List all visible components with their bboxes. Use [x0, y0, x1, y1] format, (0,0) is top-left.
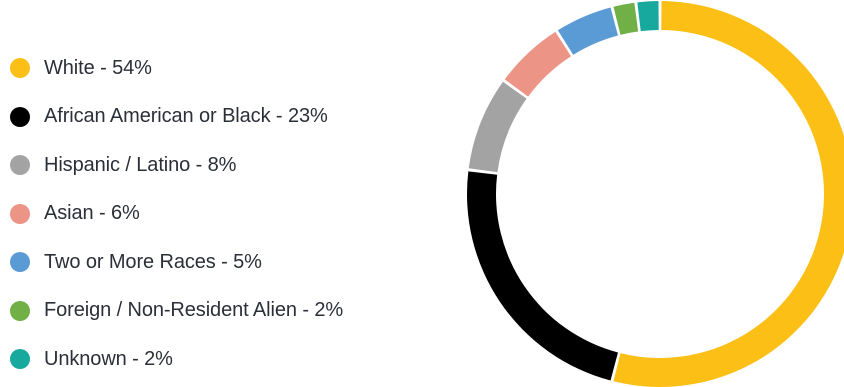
- legend-label: Unknown - 2%: [44, 347, 173, 370]
- legend-label: Hispanic / Latino - 8%: [44, 153, 237, 176]
- legend-item-hispanic-latino: Hispanic / Latino - 8%: [10, 141, 343, 190]
- donut-slice-asian: [504, 31, 572, 97]
- legend-item-unknown: Unknown - 2%: [10, 335, 343, 384]
- legend-item-two-or-more-races: Two or More Races - 5%: [10, 238, 343, 287]
- chart-legend: White - 54% African American or Black - …: [10, 44, 343, 384]
- donut-slice-foreign-non-resident-alien: [613, 2, 639, 35]
- legend-label: White - 54%: [44, 56, 152, 79]
- legend-item-asian: Asian - 6%: [10, 190, 343, 239]
- legend-item-foreign-non-resident-alien: Foreign / Non-Resident Alien - 2%: [10, 287, 343, 336]
- legend-item-african-american-or-black: African American or Black - 23%: [10, 93, 343, 142]
- legend-label: Two or More Races - 5%: [44, 250, 262, 273]
- legend-label: African American or Black - 23%: [44, 105, 328, 128]
- donut-slice-unknown: [637, 1, 659, 32]
- donut-slice-white: [613, 1, 844, 387]
- donut-slice-two-or-more-races: [557, 7, 618, 55]
- legend-swatch: [10, 349, 30, 370]
- legend-swatch: [10, 203, 30, 224]
- legend-swatch: [10, 106, 30, 127]
- legend-label: Asian - 6%: [44, 202, 140, 225]
- legend-swatch: [10, 58, 30, 79]
- legend-swatch: [10, 155, 30, 176]
- legend-swatch: [10, 252, 30, 273]
- legend-item-white: White - 54%: [10, 44, 343, 93]
- legend-swatch: [10, 300, 30, 321]
- donut-slice-african-american-or-black: [467, 171, 618, 381]
- donut-chart: [467, 1, 844, 387]
- legend-label: Foreign / Non-Resident Alien - 2%: [44, 299, 344, 322]
- donut-slice-hispanic-latino: [468, 81, 527, 173]
